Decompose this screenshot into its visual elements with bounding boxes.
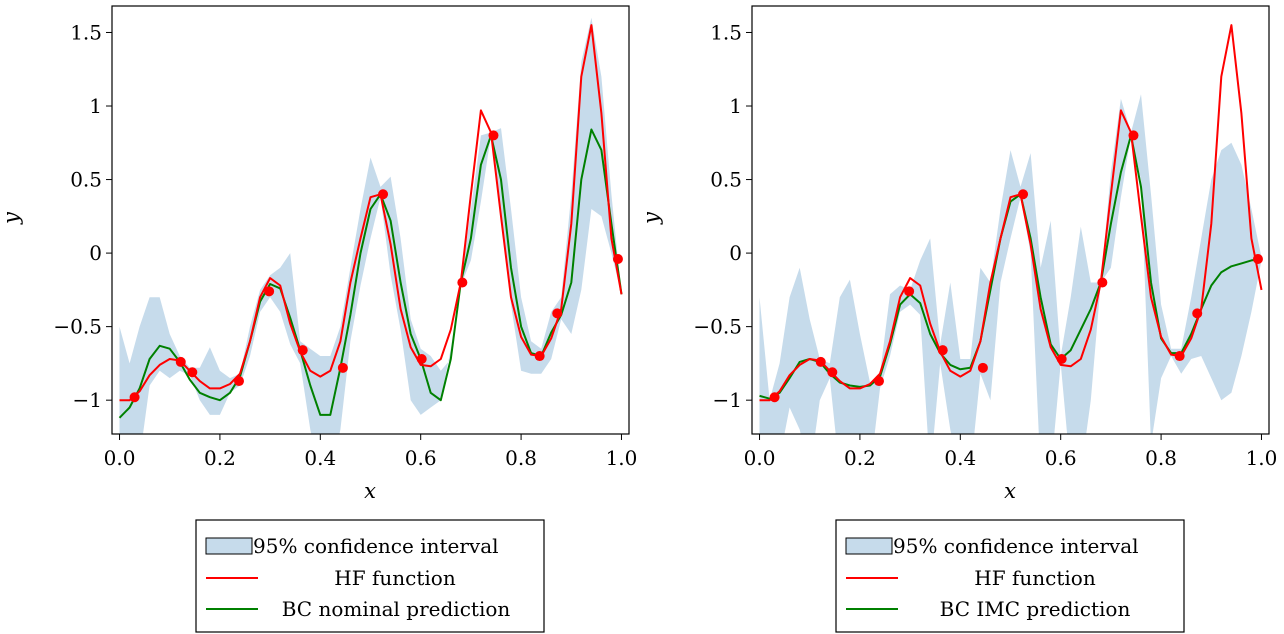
left-xtick-label: 0.2 [204,446,236,470]
left-plot-area [118,17,623,434]
left-sample-point [416,353,427,364]
right-legend-ci-swatch [845,537,893,555]
right-legend: 95% confidence interval HF function BC I… [835,519,1185,633]
left-xtick-label: 0.0 [104,446,136,470]
left-sample-point [488,130,499,141]
left-ticks: 0.0 0.2 0.4 0.6 0.8 1.0 −1 −0.5 0 0.5 1 1.5 [53,20,637,470]
left-sample-point [187,367,198,378]
right-sample-point [1128,130,1139,141]
left-xtick-label: 0.4 [304,446,336,470]
right-sample-point [1252,253,1263,264]
left-sample-point [129,392,140,403]
right-plot-area [759,24,1263,434]
left-legend-box [195,519,545,633]
left-xlabel: x [364,479,376,503]
left-ytick-label: 0.5 [70,168,102,192]
right-ylabel: y [639,211,663,225]
left-axes-frame [111,5,630,435]
right-legend-hf-label: HF function [974,566,1096,590]
left-sample-point [457,277,468,288]
left-sample-point [534,351,545,362]
right-sample-point [977,362,988,373]
left-ytick-label: −1 [73,388,102,412]
left-sample-point [337,362,348,373]
left-ytick-label: 1.5 [70,20,102,44]
left-sample-point [175,356,186,367]
left-sample-point [552,308,563,319]
right-xtick-label: 0.2 [844,446,876,470]
left-sample-point [297,345,308,356]
right-sample-point [904,286,915,297]
left-legend-hf-label: HF function [334,566,456,590]
right-xtick-label: 0.4 [944,446,976,470]
right-xtick-label: 0.8 [1145,446,1177,470]
right-axes-frame [751,5,1270,435]
right-legend-ci-label: 95% confidence interval [893,534,1139,558]
right-ytick-label: 1.5 [710,20,742,44]
right-sample-point [1174,351,1185,362]
left-legend-ci-swatch [205,537,253,555]
right-xtick-label: 0.0 [744,446,776,470]
right-sample-point [1018,189,1029,200]
left-sample-point [264,286,275,297]
right-ticks: 0.0 0.2 0.4 0.6 0.8 1.0 −1 −0.5 0 0.5 1 1.5 [693,20,1277,470]
right-xlabel: x [1004,479,1016,503]
right-sample-point [873,376,884,387]
left-xtick-label: 0.8 [505,446,537,470]
right-sample-point [1097,277,1108,288]
left-sample-point [612,253,623,264]
left-sample-point [378,189,389,200]
chart-right: 0.0 0.2 0.4 0.6 0.8 1.0 −1 −0.5 0 0.5 1 1.5 x y 95%… [639,5,1277,633]
right-xtick-label: 0.6 [1045,446,1077,470]
right-legend-bc-label: BC IMC prediction [940,597,1131,621]
right-ytick-label: 0 [729,241,742,265]
left-legend: 95% confidence interval HF function BC n… [195,519,545,633]
right-sample-point [1056,353,1067,364]
left-ytick-label: 0 [89,241,102,265]
right-sample-point [1192,308,1203,319]
left-ylabel: y [0,211,23,225]
right-ytick-label: 1 [729,94,742,118]
left-ytick-label: 1 [89,94,102,118]
right-xtick-label: 1.0 [1246,446,1278,470]
right-sample-point [937,345,948,356]
left-xtick-label: 1.0 [606,446,638,470]
right-ytick-label: −0.5 [693,315,742,339]
left-sample-point [233,376,244,387]
left-legend-ci-label: 95% confidence interval [253,534,499,558]
right-ytick-label: 0.5 [710,168,742,192]
left-xtick-label: 0.6 [405,446,437,470]
right-ytick-label: −1 [713,388,742,412]
right-sample-point [827,367,838,378]
right-ci-band [759,94,1262,434]
left-ytick-label: −0.5 [53,315,102,339]
left-legend-bc-label: BC nominal prediction [282,597,511,621]
right-sample-point [815,356,826,367]
right-sample-point [769,392,780,403]
right-legend-box [835,519,1185,633]
chart-left: 0.0 0.2 0.4 0.6 0.8 1.0 −1 −0.5 0 0.5 1 1.5 x y 95%… [0,5,637,633]
left-ci-band [119,17,622,434]
